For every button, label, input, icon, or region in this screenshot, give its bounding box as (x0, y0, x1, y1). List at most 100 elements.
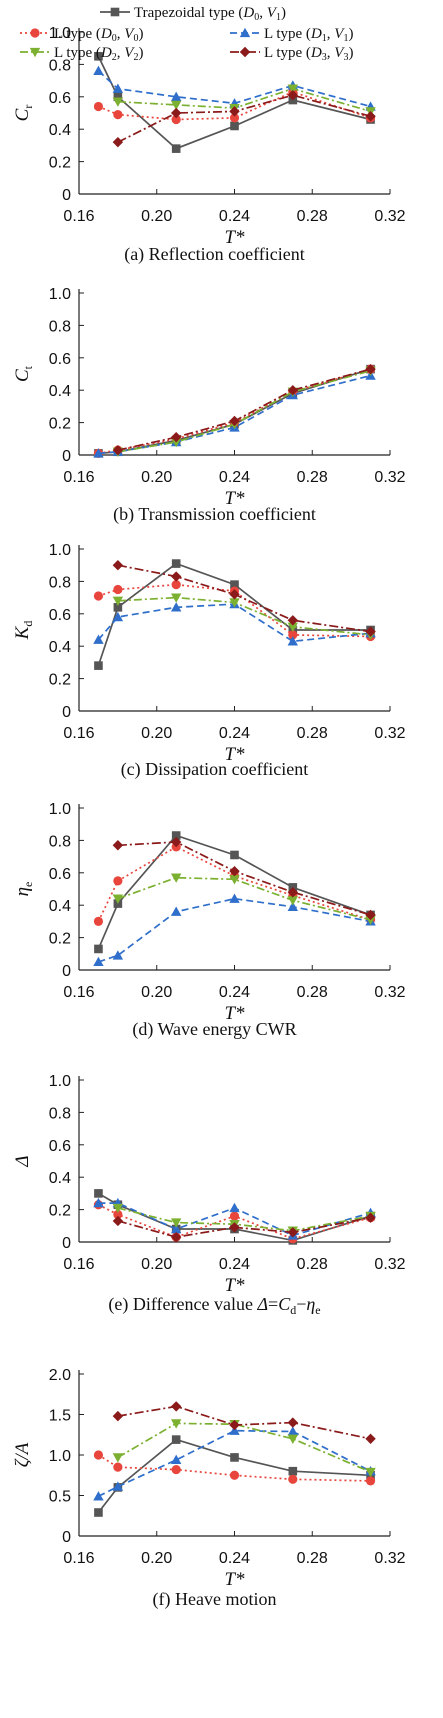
data-point-l33 (287, 385, 299, 396)
x-tick-label: 0.24 (219, 1256, 250, 1273)
data-point-l22 (229, 598, 240, 608)
legend-marker (29, 47, 41, 58)
y-tick-label: 1.0 (49, 1448, 71, 1465)
data-point-trap (230, 1453, 239, 1462)
data-point-l33 (112, 560, 124, 571)
data-point-l22 (112, 596, 124, 607)
x-tick-label: 0.28 (297, 208, 328, 225)
series-line-trap (97, 562, 371, 666)
chart-panel-3: 0 0.2 0.4 0.6 0.8 1.0 0.16 0.20 0.24 0.28 0.32 T* Kd… (12, 542, 406, 780)
data-point-l00 (365, 1476, 376, 1486)
data-point-l22 (287, 84, 299, 94)
data-point-l11 (170, 602, 182, 612)
x-tick-label: 0.20 (141, 208, 172, 225)
legend-marker (239, 46, 251, 58)
data-point-l00 (113, 1462, 123, 1472)
x-tick-label: 0.20 (141, 1550, 172, 1567)
data-point-l00 (93, 591, 104, 601)
y-tick-label: 0.8 (49, 318, 71, 335)
data-point-l11 (93, 65, 104, 76)
data-point-l00 (288, 630, 298, 640)
y-tick-label: 0 (62, 704, 71, 721)
y-tick-label: 0.6 (49, 351, 71, 368)
data-point-l11 (287, 636, 299, 646)
x-tick-label: 0.32 (374, 1550, 405, 1567)
series-line-l33 (117, 94, 371, 143)
y-tick-label: 0.2 (49, 931, 71, 948)
x-tick-label: 0.16 (63, 984, 94, 1001)
data-point-l22 (229, 875, 240, 885)
x-tick-label: 0.16 (63, 1256, 94, 1273)
data-point-l33 (229, 1419, 240, 1431)
x-axis-title: T* (224, 488, 245, 509)
data-point-l11 (170, 1223, 182, 1234)
data-point-l11 (170, 91, 182, 101)
legend-marker (30, 28, 40, 38)
x-axis-title: T* (224, 1275, 245, 1296)
data-point-trap (113, 92, 123, 102)
data-point-l33 (170, 571, 182, 582)
data-point-l22 (287, 896, 299, 906)
data-point-l22 (170, 437, 182, 448)
y-tick-label: 1.0 (49, 542, 71, 559)
x-tick-label: 0.16 (63, 725, 94, 742)
legend-label: L type (D2, V2) (54, 45, 143, 63)
data-point-trap (230, 580, 239, 589)
data-point-l33 (365, 1212, 376, 1223)
y-tick-label: 0.6 (49, 607, 71, 624)
panel-caption: (b) Transmission coefficient (113, 504, 316, 525)
x-tick-label: 0.32 (374, 469, 405, 486)
legend-label: L type (D3, V3) (264, 45, 353, 63)
series-line-l22 (117, 369, 371, 453)
data-point-l00 (229, 113, 240, 123)
data-point-l33 (229, 106, 240, 117)
data-point-l22 (112, 894, 124, 904)
data-point-trap (113, 603, 123, 612)
legend-label: L type (D1, V1) (264, 26, 353, 44)
series-line-l22 (117, 876, 371, 921)
data-point-l22 (170, 100, 182, 111)
y-tick-label: 0 (62, 448, 71, 465)
x-tick-label: 0.24 (219, 208, 250, 225)
data-point-l11 (287, 901, 299, 911)
legend-item-l22: L type (D2, V2) (20, 45, 143, 63)
x-tick-label: 0.20 (141, 725, 172, 742)
data-point-trap (288, 1466, 298, 1476)
data-point-l11 (93, 448, 104, 458)
data-point-l00 (171, 580, 181, 590)
series-line-trap (97, 834, 371, 950)
series-line-l11 (98, 1429, 371, 1498)
y-tick-label: 0.2 (49, 155, 71, 172)
y-tick-label: 0 (62, 1235, 71, 1252)
legend-marker (110, 7, 120, 17)
y-tick-label: 1.0 (49, 801, 71, 818)
data-point-l11 (93, 1491, 104, 1501)
data-point-l11 (170, 1454, 182, 1465)
y-tick-label: 0.6 (49, 866, 71, 883)
data-point-l11 (93, 956, 104, 967)
series-l33 (112, 560, 376, 637)
series-line-l00 (97, 1454, 371, 1482)
legend-item-l00: L type (D0, V0) (20, 26, 143, 44)
panel-caption: (e) Difference value Δ=Cd−ηe (108, 1294, 320, 1317)
data-point-l22 (112, 97, 124, 107)
x-tick-label: 0.28 (297, 1550, 328, 1567)
data-point-l33 (229, 589, 240, 600)
y-tick-label: 0.6 (49, 1138, 71, 1155)
data-point-l22 (170, 873, 182, 883)
y-tick-label: 0.4 (49, 898, 71, 915)
y-tick-label: 0.6 (49, 90, 71, 107)
y-axis-title: ζ/A (12, 1442, 33, 1467)
data-point-l33 (287, 1417, 299, 1428)
y-tick-label: 0.8 (49, 574, 71, 591)
x-tick-label: 0.20 (141, 1256, 172, 1273)
data-point-l22 (287, 622, 299, 632)
data-point-l00 (93, 1450, 104, 1460)
y-tick-label: 1.5 (49, 1408, 71, 1425)
series-line-l33 (117, 841, 371, 916)
data-point-trap (94, 1508, 103, 1517)
data-point-l33 (112, 444, 124, 456)
x-tick-label: 0.32 (374, 984, 405, 1001)
chart-panel-5: 0 0.2 0.4 0.6 0.8 1.0 0.16 0.20 0.24 0.28 0.32 T* Δ (… (12, 1073, 406, 1317)
